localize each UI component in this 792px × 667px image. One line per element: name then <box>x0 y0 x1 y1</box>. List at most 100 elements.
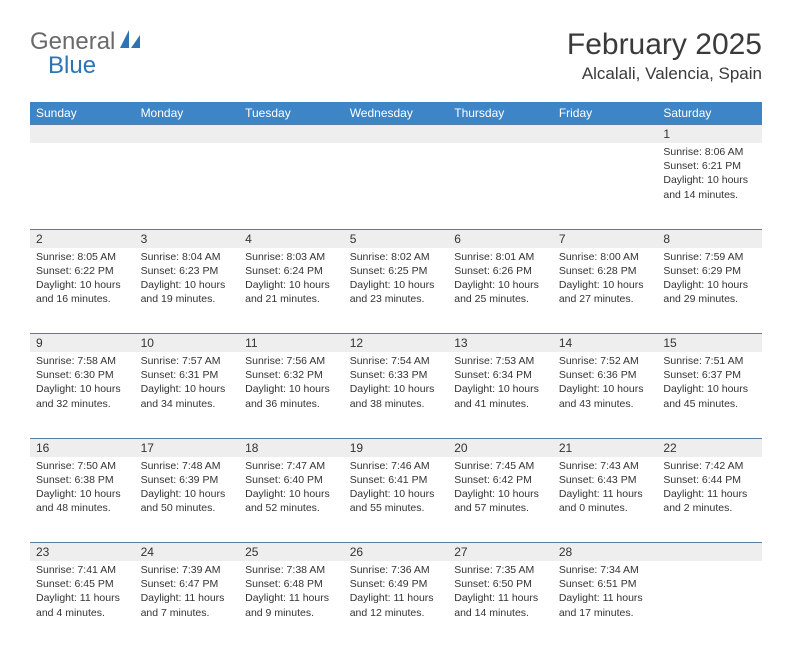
day-content-cell: Sunrise: 7:42 AMSunset: 6:44 PMDaylight:… <box>657 457 762 543</box>
week-daynum-row: 2345678 <box>30 229 762 248</box>
day-content: Sunrise: 7:41 AMSunset: 6:45 PMDaylight:… <box>30 561 135 624</box>
day-content-cell: Sunrise: 7:52 AMSunset: 6:36 PMDaylight:… <box>553 352 658 438</box>
day-content: Sunrise: 7:48 AMSunset: 6:39 PMDaylight:… <box>135 457 240 520</box>
day-number: 16 <box>30 439 135 457</box>
day-content: Sunrise: 7:54 AMSunset: 6:33 PMDaylight:… <box>344 352 449 415</box>
week-content-row: Sunrise: 7:41 AMSunset: 6:45 PMDaylight:… <box>30 561 762 647</box>
day-content-cell: Sunrise: 8:05 AMSunset: 6:22 PMDaylight:… <box>30 248 135 334</box>
day-content: Sunrise: 8:03 AMSunset: 6:24 PMDaylight:… <box>239 248 344 311</box>
day-content-cell: Sunrise: 7:39 AMSunset: 6:47 PMDaylight:… <box>135 561 240 647</box>
day-content: Sunrise: 7:53 AMSunset: 6:34 PMDaylight:… <box>448 352 553 415</box>
month-title: February 2025 <box>567 28 762 62</box>
day-content-cell: Sunrise: 8:00 AMSunset: 6:28 PMDaylight:… <box>553 248 658 334</box>
day-number-cell: 4 <box>239 229 344 248</box>
day-number-cell: 2 <box>30 229 135 248</box>
day-content: Sunrise: 7:38 AMSunset: 6:48 PMDaylight:… <box>239 561 344 624</box>
day-content: Sunrise: 8:06 AMSunset: 6:21 PMDaylight:… <box>657 143 762 206</box>
weekday-header: Saturday <box>657 102 762 125</box>
day-content-cell: Sunrise: 8:06 AMSunset: 6:21 PMDaylight:… <box>657 143 762 229</box>
day-number-cell: 28 <box>553 543 658 562</box>
day-content-cell: Sunrise: 7:50 AMSunset: 6:38 PMDaylight:… <box>30 457 135 543</box>
day-number-cell: 1 <box>657 125 762 144</box>
day-number-cell <box>239 125 344 144</box>
day-number: 23 <box>30 543 135 561</box>
day-number: 28 <box>553 543 658 561</box>
day-content <box>30 143 135 149</box>
day-content: Sunrise: 7:47 AMSunset: 6:40 PMDaylight:… <box>239 457 344 520</box>
day-content: Sunrise: 8:01 AMSunset: 6:26 PMDaylight:… <box>448 248 553 311</box>
day-number-cell: 23 <box>30 543 135 562</box>
day-number-cell: 15 <box>657 334 762 353</box>
day-content: Sunrise: 7:58 AMSunset: 6:30 PMDaylight:… <box>30 352 135 415</box>
day-content-cell: Sunrise: 8:01 AMSunset: 6:26 PMDaylight:… <box>448 248 553 334</box>
logo-sail-icon <box>119 28 141 56</box>
day-content: Sunrise: 8:00 AMSunset: 6:28 PMDaylight:… <box>553 248 658 311</box>
day-number: 11 <box>239 334 344 352</box>
day-number: 3 <box>135 230 240 248</box>
day-content <box>239 143 344 149</box>
day-number-cell: 19 <box>344 438 449 457</box>
day-number: 15 <box>657 334 762 352</box>
day-number-cell: 13 <box>448 334 553 353</box>
day-number-cell: 8 <box>657 229 762 248</box>
weekday-header: Tuesday <box>239 102 344 125</box>
day-number <box>135 125 240 143</box>
location: Alcalali, Valencia, Spain <box>567 64 762 84</box>
day-content-cell <box>135 143 240 229</box>
day-number: 9 <box>30 334 135 352</box>
day-content-cell: Sunrise: 8:04 AMSunset: 6:23 PMDaylight:… <box>135 248 240 334</box>
day-number: 20 <box>448 439 553 457</box>
week-content-row: Sunrise: 7:58 AMSunset: 6:30 PMDaylight:… <box>30 352 762 438</box>
day-content: Sunrise: 7:36 AMSunset: 6:49 PMDaylight:… <box>344 561 449 624</box>
day-number: 24 <box>135 543 240 561</box>
day-content-cell: Sunrise: 8:02 AMSunset: 6:25 PMDaylight:… <box>344 248 449 334</box>
week-daynum-row: 232425262728 <box>30 543 762 562</box>
day-number-cell <box>657 543 762 562</box>
day-content: Sunrise: 8:05 AMSunset: 6:22 PMDaylight:… <box>30 248 135 311</box>
day-content: Sunrise: 7:56 AMSunset: 6:32 PMDaylight:… <box>239 352 344 415</box>
day-content: Sunrise: 7:50 AMSunset: 6:38 PMDaylight:… <box>30 457 135 520</box>
day-number: 25 <box>239 543 344 561</box>
day-content: Sunrise: 7:52 AMSunset: 6:36 PMDaylight:… <box>553 352 658 415</box>
weekday-header: Thursday <box>448 102 553 125</box>
day-number-cell: 24 <box>135 543 240 562</box>
day-content: Sunrise: 7:39 AMSunset: 6:47 PMDaylight:… <box>135 561 240 624</box>
day-number: 1 <box>657 125 762 143</box>
day-number-cell: 22 <box>657 438 762 457</box>
day-number <box>30 125 135 143</box>
week-content-row: Sunrise: 7:50 AMSunset: 6:38 PMDaylight:… <box>30 457 762 543</box>
day-number-cell: 11 <box>239 334 344 353</box>
day-number: 5 <box>344 230 449 248</box>
day-number-cell <box>135 125 240 144</box>
day-number-cell: 27 <box>448 543 553 562</box>
day-content: Sunrise: 7:35 AMSunset: 6:50 PMDaylight:… <box>448 561 553 624</box>
day-number <box>239 125 344 143</box>
day-number-cell: 5 <box>344 229 449 248</box>
day-content-cell: Sunrise: 7:36 AMSunset: 6:49 PMDaylight:… <box>344 561 449 647</box>
day-number-cell: 26 <box>344 543 449 562</box>
day-number-cell <box>30 125 135 144</box>
day-content-cell: Sunrise: 7:35 AMSunset: 6:50 PMDaylight:… <box>448 561 553 647</box>
day-number-cell: 6 <box>448 229 553 248</box>
day-number: 17 <box>135 439 240 457</box>
day-number-cell: 10 <box>135 334 240 353</box>
day-number-cell: 21 <box>553 438 658 457</box>
weekday-header: Wednesday <box>344 102 449 125</box>
day-content: Sunrise: 7:43 AMSunset: 6:43 PMDaylight:… <box>553 457 658 520</box>
day-number-cell: 20 <box>448 438 553 457</box>
day-content-cell <box>239 143 344 229</box>
day-content-cell: Sunrise: 7:58 AMSunset: 6:30 PMDaylight:… <box>30 352 135 438</box>
day-content <box>448 143 553 149</box>
day-content: Sunrise: 7:59 AMSunset: 6:29 PMDaylight:… <box>657 248 762 311</box>
day-number-cell: 3 <box>135 229 240 248</box>
day-number: 21 <box>553 439 658 457</box>
day-number <box>553 125 658 143</box>
weekday-header: Monday <box>135 102 240 125</box>
day-number: 27 <box>448 543 553 561</box>
calendar-table: SundayMondayTuesdayWednesdayThursdayFrid… <box>30 102 762 647</box>
day-content-cell: Sunrise: 7:41 AMSunset: 6:45 PMDaylight:… <box>30 561 135 647</box>
calendar-page: General February 2025 Alcalali, Valencia… <box>0 0 792 667</box>
day-number: 14 <box>553 334 658 352</box>
day-content-cell: Sunrise: 7:57 AMSunset: 6:31 PMDaylight:… <box>135 352 240 438</box>
day-content: Sunrise: 7:51 AMSunset: 6:37 PMDaylight:… <box>657 352 762 415</box>
